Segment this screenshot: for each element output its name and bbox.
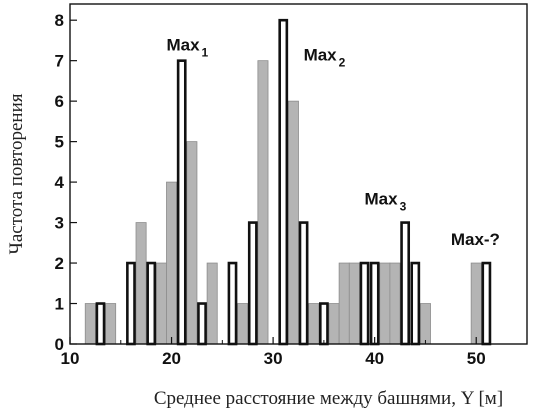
plot-frame [69,3,528,345]
x-tick-label: 40 [365,349,384,368]
bar-outline [298,221,309,346]
y-tick-label: 3 [55,214,64,233]
y-axis-label: Частота повторения [6,93,27,254]
bar-gray [237,303,249,345]
bar-gray [206,262,218,345]
bar-gray [419,303,431,345]
bar-gray [155,262,167,345]
bar-gray [470,262,482,345]
x-tick-label: 50 [467,349,486,368]
bar-gray [84,303,96,345]
bar-outline [197,302,207,346]
y-tick-label: 7 [55,52,64,71]
bar-gray [379,262,391,345]
bar-gray [105,303,117,345]
y-tick-label: 5 [55,133,64,152]
bar-outline [359,261,370,346]
annotation-label: Max 3 [365,189,407,213]
axes-group: 10 20 30 40 50 0 1 2 3 4 5 6 7 8 [55,3,528,368]
x-tick-label: 10 [61,349,80,368]
bar-outline [146,261,157,346]
gray-bars-group [84,60,482,345]
y-tick-label: 8 [55,11,64,30]
bar-gray [308,303,320,345]
x-axis-label: Среднее расстояние между башнями, Y [м] [154,388,503,409]
annotation-label: Max 1 [166,36,208,60]
bar-gray [389,262,401,345]
annotation-label: Max-? [451,230,500,249]
bar-gray [348,262,360,345]
bar-gray [257,60,269,345]
bar-gray [166,181,178,345]
y-tick-label: 2 [55,254,64,273]
bar-outline [176,59,187,346]
bar-outline [247,221,258,346]
bar-outline [319,302,329,346]
y-tick-label: 4 [55,173,65,192]
y-tick-label: 1 [55,295,64,314]
bar-gray [287,100,299,345]
bar-gray [186,141,198,345]
bar-gray [328,303,340,345]
bar-outline [400,221,411,346]
bar-outline [95,302,106,346]
bar-outline [410,261,421,346]
bar-outline [278,18,289,346]
bar-gray [135,222,147,345]
bar-outline [481,261,492,346]
x-tick-label: 20 [162,349,181,368]
annotation-label: Max 2 [304,46,346,70]
bar-outline [369,261,380,346]
x-tick-label: 30 [264,349,283,368]
y-tick-label: 0 [55,335,64,354]
bar-gray [338,262,350,345]
annotations-group: Max 1 Max 2 Max 3 Max-? [166,36,499,249]
bar-outline [227,261,238,346]
y-tick-label: 6 [55,92,64,111]
bar-outline [126,261,136,346]
